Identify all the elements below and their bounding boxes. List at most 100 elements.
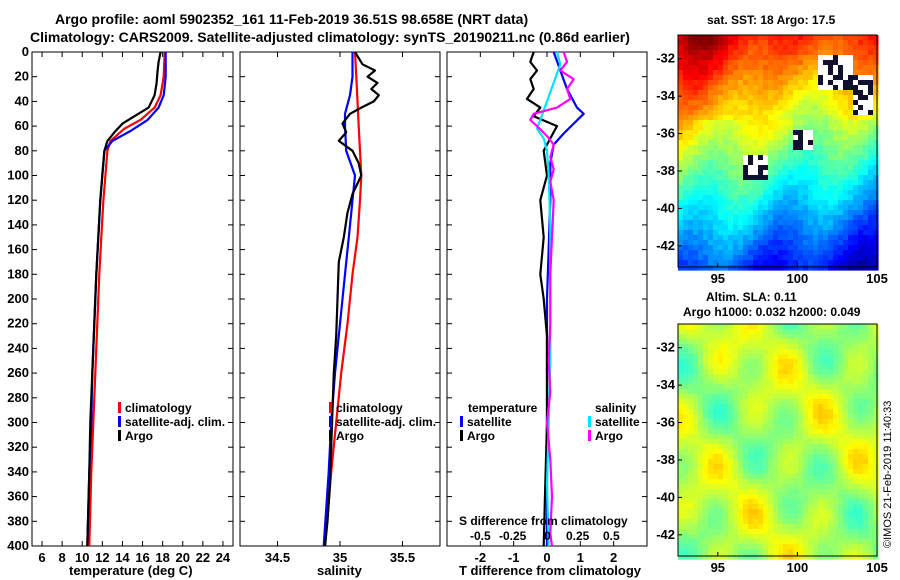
map-cell bbox=[863, 50, 869, 56]
map-cell bbox=[853, 494, 859, 500]
map-cell bbox=[678, 344, 684, 350]
map-cell bbox=[743, 449, 749, 455]
map-cell bbox=[828, 120, 834, 126]
map-cell bbox=[768, 344, 774, 350]
map-cell bbox=[828, 489, 834, 495]
map-cell bbox=[863, 255, 869, 261]
map-cell bbox=[748, 145, 754, 151]
map-cell bbox=[818, 235, 824, 241]
map-cell bbox=[863, 379, 869, 385]
map-cell bbox=[753, 394, 759, 400]
map-cell bbox=[838, 115, 844, 121]
map-cell bbox=[723, 40, 729, 46]
map-cell bbox=[698, 329, 704, 335]
map-cell bbox=[728, 449, 734, 455]
map-cell bbox=[713, 379, 719, 385]
map-cell bbox=[848, 444, 854, 450]
map-cell bbox=[693, 489, 699, 495]
map-cell bbox=[803, 459, 809, 465]
map-cell bbox=[803, 539, 809, 545]
y-tick-label: 360 bbox=[7, 489, 29, 504]
map-cell bbox=[723, 339, 729, 345]
map-cell bbox=[693, 494, 699, 500]
map-cell bbox=[768, 80, 774, 86]
map-cell bbox=[808, 175, 814, 181]
map-cell bbox=[743, 524, 749, 530]
map-cell bbox=[758, 240, 764, 246]
map-cell bbox=[838, 180, 844, 186]
map-cell bbox=[713, 524, 719, 530]
map-cell bbox=[823, 95, 829, 101]
map-cell bbox=[718, 389, 724, 395]
map-cell bbox=[818, 414, 824, 420]
map-cell bbox=[688, 444, 694, 450]
map-cell bbox=[768, 429, 774, 435]
map-cell bbox=[713, 424, 719, 430]
map-cell bbox=[873, 499, 879, 505]
map-cell bbox=[743, 215, 749, 221]
map-cell bbox=[693, 75, 699, 81]
map-cell bbox=[823, 494, 829, 500]
map-cell bbox=[823, 200, 829, 206]
map-cell bbox=[853, 424, 859, 430]
map-cell bbox=[783, 60, 789, 66]
map-cell bbox=[833, 329, 839, 335]
map-cell bbox=[678, 95, 684, 101]
map-cell bbox=[778, 110, 784, 116]
map-cell bbox=[808, 474, 814, 480]
map-cell bbox=[728, 379, 734, 385]
map-cell bbox=[728, 265, 734, 271]
map-cell bbox=[838, 364, 844, 370]
map-cell bbox=[833, 240, 839, 246]
map-cell bbox=[853, 504, 859, 510]
map-cell bbox=[868, 434, 874, 440]
map-cell bbox=[873, 384, 879, 390]
map-cell bbox=[808, 324, 814, 330]
map-cell bbox=[813, 379, 819, 385]
map-cell bbox=[773, 409, 779, 415]
map-cell bbox=[863, 225, 869, 231]
map-cell bbox=[853, 145, 859, 151]
map-cell bbox=[748, 454, 754, 460]
map-cell bbox=[748, 160, 754, 166]
map-cell bbox=[678, 65, 684, 71]
map-cell bbox=[713, 135, 719, 141]
map-cell bbox=[793, 85, 799, 91]
map-cell bbox=[788, 130, 794, 136]
map-cell bbox=[873, 474, 879, 480]
map-cell bbox=[838, 444, 844, 450]
map-cell bbox=[843, 255, 849, 261]
map-cell bbox=[708, 185, 714, 191]
map-cell bbox=[678, 190, 684, 196]
map-cell bbox=[853, 519, 859, 525]
map-cell bbox=[693, 449, 699, 455]
map-cell bbox=[798, 210, 804, 216]
map-cell bbox=[833, 394, 839, 400]
map-cell bbox=[683, 374, 689, 380]
map-cell bbox=[803, 75, 809, 81]
map-cell bbox=[848, 529, 854, 535]
map-cell bbox=[843, 514, 849, 520]
map-cell bbox=[868, 439, 874, 445]
map-cell bbox=[778, 255, 784, 261]
map-cell bbox=[858, 205, 864, 211]
map-cell bbox=[858, 464, 864, 470]
map-cell bbox=[783, 339, 789, 345]
map-cell bbox=[738, 190, 744, 196]
map-cell bbox=[873, 50, 879, 56]
map-cell bbox=[853, 80, 859, 86]
map-cell bbox=[868, 240, 874, 246]
map-cell bbox=[723, 399, 729, 405]
map-cell bbox=[683, 135, 689, 141]
map-cell bbox=[868, 419, 874, 425]
map-cell bbox=[713, 474, 719, 480]
map-cell bbox=[738, 449, 744, 455]
map-cell bbox=[743, 150, 749, 156]
map-cell bbox=[818, 329, 824, 335]
map-cell bbox=[848, 479, 854, 485]
map-cell bbox=[818, 479, 824, 485]
map-cell bbox=[873, 220, 879, 226]
map-cell bbox=[718, 484, 724, 490]
map-cell bbox=[703, 175, 709, 181]
map-cell bbox=[778, 160, 784, 166]
